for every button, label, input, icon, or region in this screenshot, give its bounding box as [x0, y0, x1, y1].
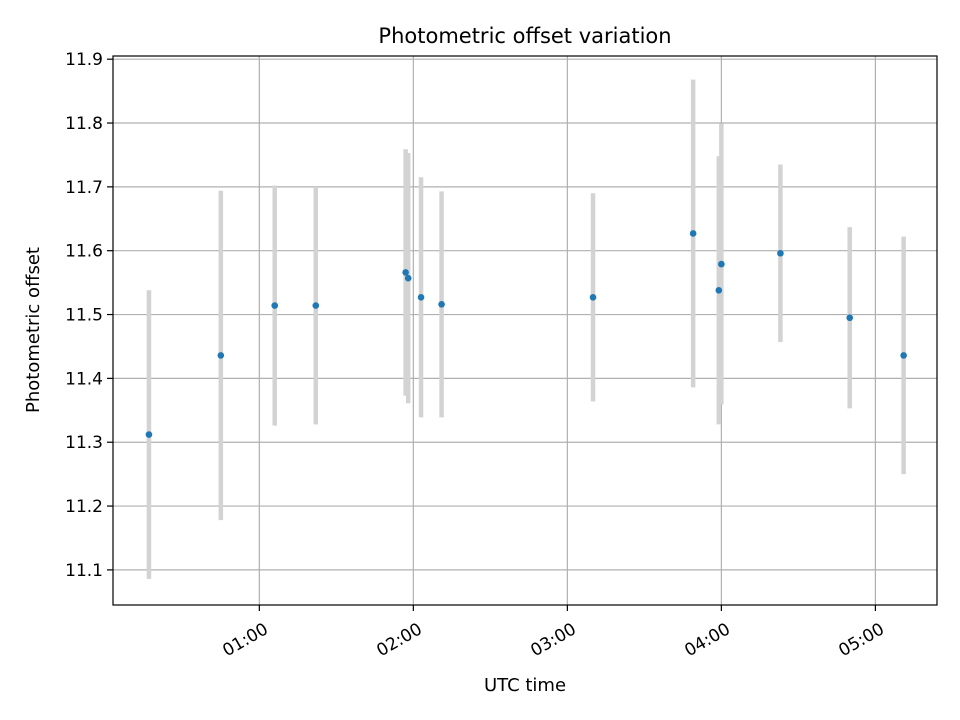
data-point: [417, 294, 425, 301]
data-points: [145, 230, 907, 438]
data-point: [589, 294, 597, 301]
y-tick-label: 11.5: [65, 306, 103, 326]
y-tick-label: 11.2: [65, 497, 103, 517]
x-axis-label: UTC time: [484, 675, 566, 696]
plot-frame: [112, 55, 938, 606]
data-point: [404, 274, 412, 282]
chart-title: Photometric offset variation: [378, 24, 671, 48]
y-tick-label: 11.8: [65, 114, 103, 134]
data-point: [312, 302, 320, 309]
data-point: [900, 352, 907, 359]
y-tick-label: 11.1: [65, 561, 103, 581]
y-tick-label: 11.9: [65, 50, 103, 70]
y-tick-label: 11.3: [65, 433, 103, 453]
data-point: [718, 260, 725, 268]
data-point: [438, 301, 445, 308]
data-point: [402, 269, 409, 276]
grid: [113, 56, 937, 605]
data-point: [217, 352, 225, 359]
data-point: [715, 286, 723, 294]
y-axis-ticks: 11.1 11.2 11.3 11.4 11.5 11.6 11.7 11.8 11.9: [65, 50, 113, 581]
data-point: [777, 249, 784, 257]
y-axis-label: Photometric offset: [23, 247, 44, 413]
data-point: [145, 431, 153, 438]
data-point: [271, 302, 279, 309]
y-tick-label: 11.4: [65, 369, 103, 389]
data-point: [846, 314, 854, 322]
y-tick-label: 11.7: [65, 178, 103, 198]
data-point: [689, 230, 697, 237]
y-tick-label: 11.6: [65, 242, 103, 262]
